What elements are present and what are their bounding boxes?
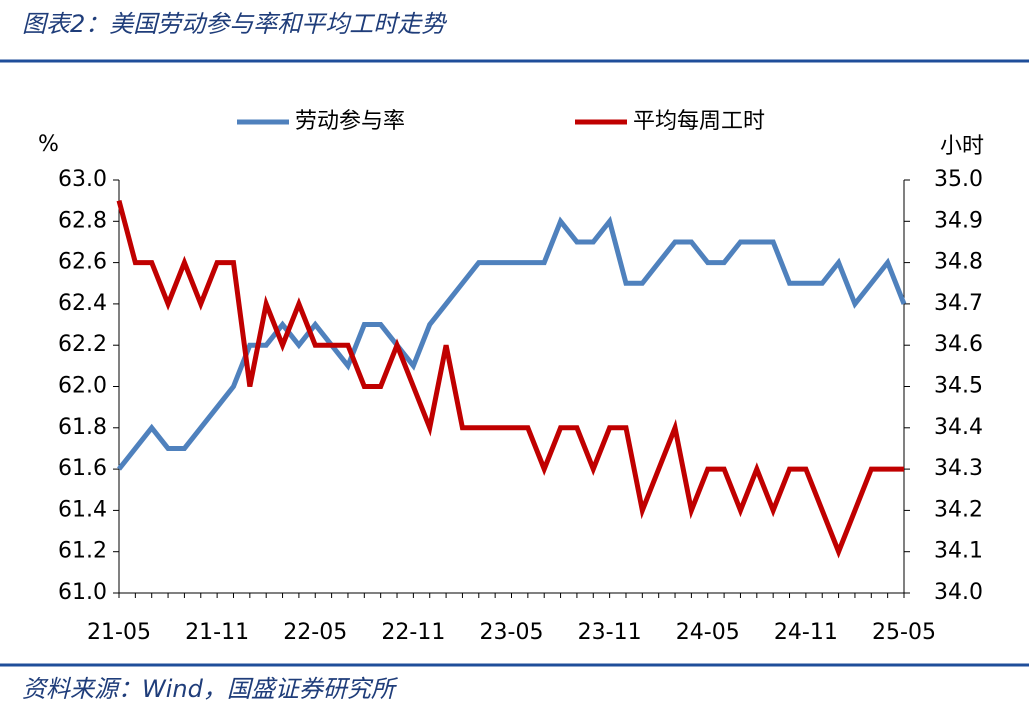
tick-label: 62.0 [58, 374, 107, 399]
x-tick-label: 23-05 [480, 620, 544, 645]
tick-label: 34.6 [934, 332, 983, 357]
x-tick-label: 23-11 [578, 620, 642, 645]
series-line [117, 215, 907, 471]
tick-label: 34.4 [934, 415, 983, 440]
legend-label: 劳动参与率 [295, 109, 405, 134]
tick-label: 63.0 [58, 167, 107, 192]
tick-label: 61.2 [58, 539, 107, 564]
tick-label: 35.0 [934, 167, 983, 192]
tick-label: 61.6 [58, 456, 107, 481]
series-line [116, 200, 904, 559]
tick-label: 34.5 [934, 374, 983, 399]
tick-label: 61.4 [58, 497, 107, 522]
y-axis-label: % [38, 132, 59, 157]
source: 资料来源：Wind，国盛证券研究所 [22, 675, 399, 703]
tick-label: 62.4 [58, 291, 107, 316]
tick-label: 34.7 [934, 291, 983, 316]
y2-axis-label: 小时 [940, 134, 984, 159]
x-tick-label: 24-11 [774, 620, 838, 645]
x-tick-label: 22-05 [283, 620, 347, 645]
tick-label: 34.8 [934, 250, 983, 275]
chart-title: 图表2：美国劳动参与率和平均工时走势 [22, 10, 447, 38]
tick-label: 34.3 [934, 456, 983, 481]
x-tick-label: 22-11 [381, 620, 445, 645]
legend-label: 平均每周工时 [633, 109, 765, 134]
x-tick-label: 24-05 [676, 620, 740, 645]
tick-label: 34.9 [934, 208, 983, 233]
tick-label: 61.8 [58, 415, 107, 440]
tick-label: 34.0 [934, 580, 983, 605]
tick-label: 62.2 [58, 332, 107, 357]
x-tick-label: 21-11 [185, 620, 249, 645]
tick-label: 62.6 [58, 250, 107, 275]
x-tick-label: 21-05 [87, 620, 151, 645]
tick-label: 34.1 [934, 539, 983, 564]
x-tick-label: 25-05 [872, 620, 936, 645]
tick-label: 62.8 [58, 208, 107, 233]
tick-label: 34.2 [934, 497, 983, 522]
tick-label: 61.0 [58, 580, 107, 605]
